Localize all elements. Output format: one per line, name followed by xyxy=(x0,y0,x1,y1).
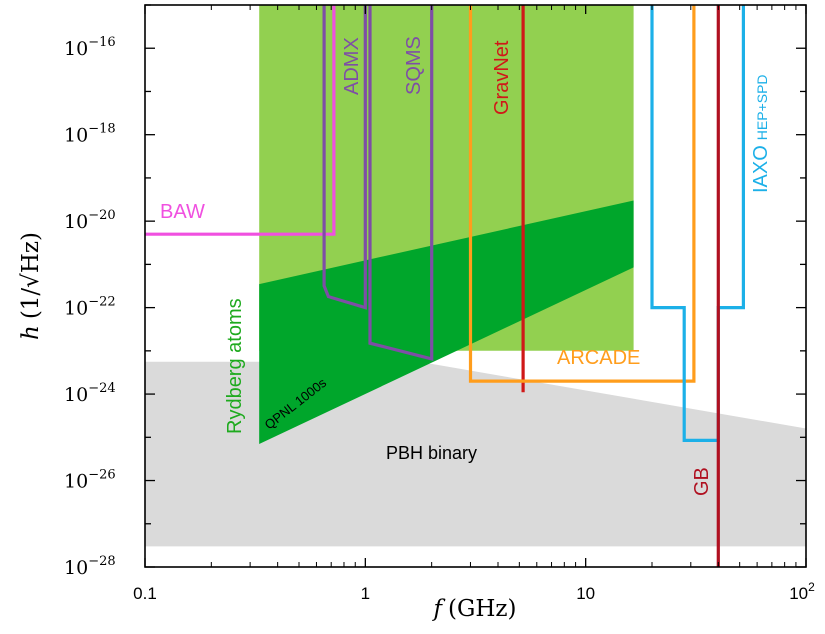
sqms-label: SQMS xyxy=(403,36,425,95)
y-axis-unit: (1/√Hz) xyxy=(18,232,44,319)
series-sqms xyxy=(368,5,434,361)
gb-label: GB xyxy=(691,467,713,496)
y-tick-label: 10−24 xyxy=(64,381,116,406)
y-tick-label: 10−28 xyxy=(64,554,116,579)
y-tick-label: 10−16 xyxy=(64,35,116,60)
x-axis-symbol: f xyxy=(431,596,445,622)
x-tick-label: 10 xyxy=(576,584,595,603)
x-tick-label: 1 xyxy=(361,584,370,603)
baw-label: BAW xyxy=(160,201,205,223)
x-axis-unit: (GHz) xyxy=(448,596,517,622)
x-tick-label: 102 xyxy=(789,580,815,603)
series-arcade xyxy=(468,5,696,383)
y-axis-label: h (1/√Hz) xyxy=(18,232,44,340)
region-qpnl-1000s xyxy=(259,200,634,444)
rydberg-label: Rydberg atoms xyxy=(224,298,246,434)
iaxo-label-main: IAXO xyxy=(750,145,772,193)
admx-label: ADMX xyxy=(341,37,363,95)
axis-ticks: 0.1 1 10 102 10−16 10−18 10−20 10−22 10−24 10−26 1… xyxy=(64,4,815,603)
x-tick-label: 0.1 xyxy=(133,584,157,603)
y-tick-label: 10−26 xyxy=(64,468,116,493)
x-axis-label: f (GHz) xyxy=(431,596,516,622)
series-iaxo-hep-spd xyxy=(650,5,746,442)
pbh-label: PBH binary xyxy=(386,443,477,463)
y-axis-symbol: h xyxy=(18,325,44,340)
series-admx xyxy=(322,5,367,310)
iaxo-label: IAXO HEP+SPD xyxy=(750,74,772,193)
y-tick-label: 10−20 xyxy=(64,208,116,233)
constraint-curves xyxy=(145,5,746,567)
shaded-regions xyxy=(145,5,806,547)
series-baw xyxy=(145,5,336,236)
iaxo-label-sub: HEP+SPD xyxy=(754,74,770,140)
arcade-label: ARCADE xyxy=(557,347,640,369)
y-tick-label: 10−22 xyxy=(64,295,116,320)
plot-frame xyxy=(144,4,807,568)
gravnet-label: GravNet xyxy=(491,40,513,115)
y-tick-label: 10−18 xyxy=(64,122,116,147)
